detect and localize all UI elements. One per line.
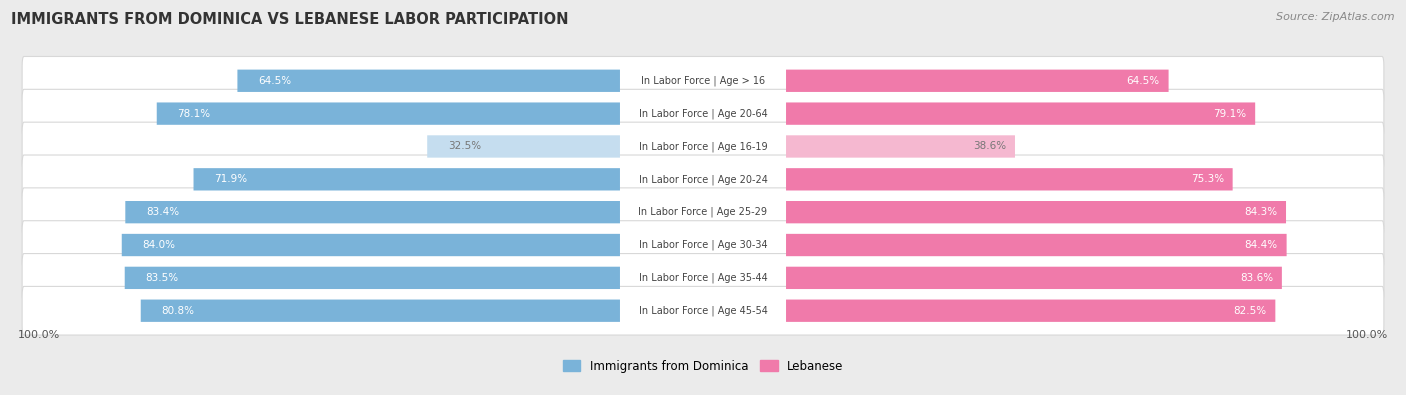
Text: IMMIGRANTS FROM DOMINICA VS LEBANESE LABOR PARTICIPATION: IMMIGRANTS FROM DOMINICA VS LEBANESE LAB… <box>11 12 569 27</box>
Text: Source: ZipAtlas.com: Source: ZipAtlas.com <box>1277 12 1395 22</box>
Text: In Labor Force | Age 35-44: In Labor Force | Age 35-44 <box>638 273 768 283</box>
FancyBboxPatch shape <box>786 135 1015 158</box>
FancyBboxPatch shape <box>786 102 1256 125</box>
Text: 79.1%: 79.1% <box>1213 109 1246 118</box>
Text: In Labor Force | Age > 16: In Labor Force | Age > 16 <box>641 75 765 86</box>
FancyBboxPatch shape <box>194 168 620 190</box>
FancyBboxPatch shape <box>786 267 1282 289</box>
FancyBboxPatch shape <box>427 135 620 158</box>
Text: 84.3%: 84.3% <box>1244 207 1277 217</box>
Text: 82.5%: 82.5% <box>1233 306 1267 316</box>
FancyBboxPatch shape <box>22 89 1384 138</box>
FancyBboxPatch shape <box>22 56 1384 105</box>
Text: 84.4%: 84.4% <box>1244 240 1278 250</box>
Text: 84.0%: 84.0% <box>142 240 176 250</box>
FancyBboxPatch shape <box>786 168 1233 190</box>
Text: 83.6%: 83.6% <box>1240 273 1272 283</box>
Text: In Labor Force | Age 25-29: In Labor Force | Age 25-29 <box>638 207 768 217</box>
Legend: Immigrants from Dominica, Lebanese: Immigrants from Dominica, Lebanese <box>558 355 848 377</box>
Text: 71.9%: 71.9% <box>214 174 247 184</box>
FancyBboxPatch shape <box>22 286 1384 335</box>
FancyBboxPatch shape <box>786 299 1275 322</box>
Text: In Labor Force | Age 16-19: In Labor Force | Age 16-19 <box>638 141 768 152</box>
FancyBboxPatch shape <box>125 267 620 289</box>
Text: 100.0%: 100.0% <box>18 330 60 340</box>
FancyBboxPatch shape <box>122 234 620 256</box>
FancyBboxPatch shape <box>786 201 1286 223</box>
Text: 100.0%: 100.0% <box>1346 330 1388 340</box>
Text: 75.3%: 75.3% <box>1191 174 1223 184</box>
FancyBboxPatch shape <box>786 234 1286 256</box>
Text: In Labor Force | Age 20-64: In Labor Force | Age 20-64 <box>638 108 768 119</box>
FancyBboxPatch shape <box>156 102 620 125</box>
FancyBboxPatch shape <box>141 299 620 322</box>
FancyBboxPatch shape <box>786 70 1168 92</box>
Text: 38.6%: 38.6% <box>973 141 1007 151</box>
Text: In Labor Force | Age 20-24: In Labor Force | Age 20-24 <box>638 174 768 184</box>
FancyBboxPatch shape <box>22 254 1384 302</box>
Text: 80.8%: 80.8% <box>162 306 194 316</box>
Text: In Labor Force | Age 45-54: In Labor Force | Age 45-54 <box>638 305 768 316</box>
FancyBboxPatch shape <box>22 122 1384 171</box>
FancyBboxPatch shape <box>125 201 620 223</box>
Text: 78.1%: 78.1% <box>177 109 211 118</box>
FancyBboxPatch shape <box>22 188 1384 237</box>
FancyBboxPatch shape <box>238 70 620 92</box>
Text: 83.5%: 83.5% <box>145 273 179 283</box>
Text: In Labor Force | Age 30-34: In Labor Force | Age 30-34 <box>638 240 768 250</box>
Text: 64.5%: 64.5% <box>259 76 291 86</box>
Text: 64.5%: 64.5% <box>1126 76 1160 86</box>
Text: 83.4%: 83.4% <box>146 207 179 217</box>
FancyBboxPatch shape <box>22 221 1384 269</box>
Text: 32.5%: 32.5% <box>449 141 481 151</box>
FancyBboxPatch shape <box>22 155 1384 204</box>
